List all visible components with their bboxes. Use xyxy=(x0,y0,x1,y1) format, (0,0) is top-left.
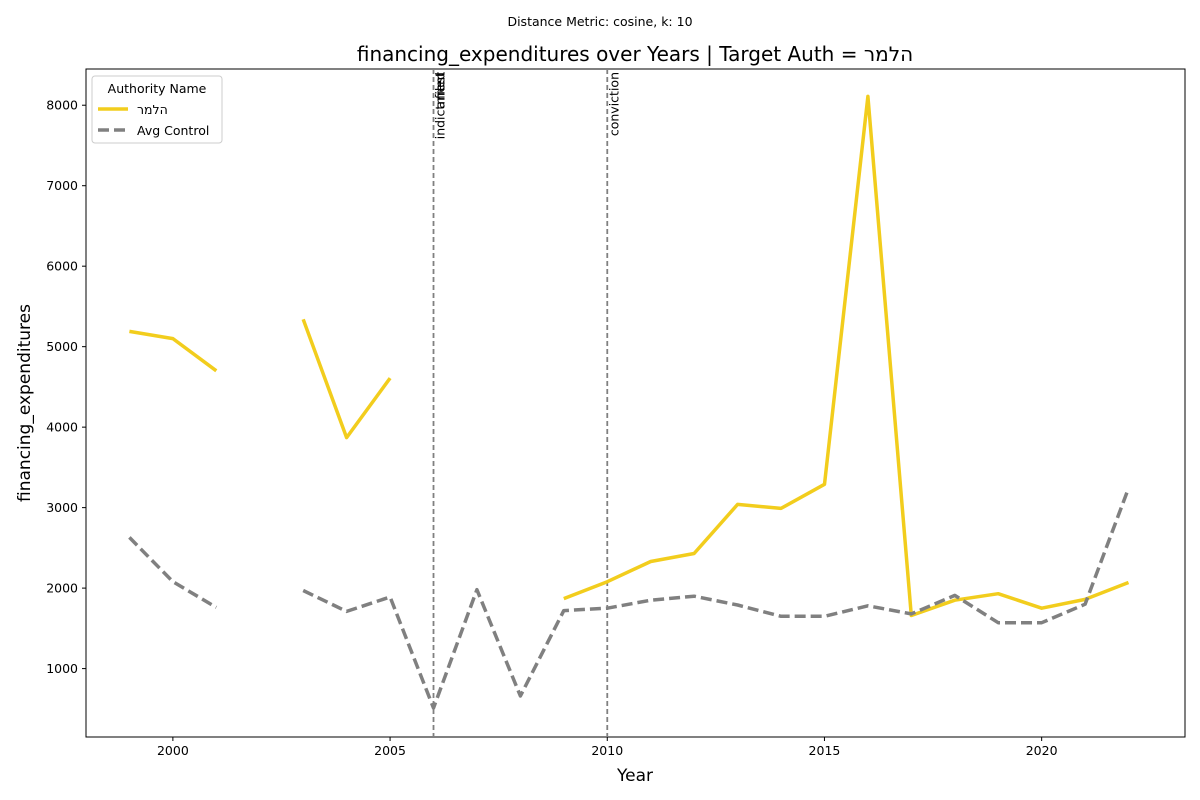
y-tick-label: 8000 xyxy=(46,98,78,113)
y-tick-label: 6000 xyxy=(46,259,78,274)
plot-frame xyxy=(85,68,1186,738)
event-label: arrest xyxy=(433,72,448,109)
y-tick-label: 4000 xyxy=(46,420,78,435)
y-tick-label: 3000 xyxy=(46,500,78,515)
x-tick-label: 2020 xyxy=(1026,743,1058,758)
event-label: conviction xyxy=(606,72,621,136)
series-line-target xyxy=(129,94,1130,618)
legend-entry-target: הלמר xyxy=(137,102,168,117)
x-tick-label: 2005 xyxy=(374,743,406,758)
y-tick-label: 5000 xyxy=(46,339,78,354)
x-axis-label: Year xyxy=(616,766,653,786)
series-line-avg-control xyxy=(128,487,1131,710)
legend-title: Authority Name xyxy=(108,81,207,96)
y-tick-label: 1000 xyxy=(46,661,78,676)
y-tick-label: 2000 xyxy=(46,581,78,596)
x-tick-label: 2010 xyxy=(591,743,623,758)
y-axis-label: financing_expenditures xyxy=(15,304,35,502)
legend-entry-avg-control: Avg Control xyxy=(137,123,209,138)
x-tick-label: 2015 xyxy=(809,743,841,758)
event-label: filed xyxy=(433,72,448,99)
chart-suptitle: Distance Metric: cosine, k: 10 xyxy=(507,14,692,29)
y-tick-label: 7000 xyxy=(46,178,78,193)
x-tick-label: 2000 xyxy=(157,743,189,758)
chart-title: financing_expenditures over Years | Targ… xyxy=(357,42,913,66)
plot-area: 2000 2005 2010 2015 2020 1000 2000 3000 4000 5000… xyxy=(46,68,1186,758)
legend-box xyxy=(91,75,223,144)
event-label: indictment xyxy=(433,72,448,139)
legend: Authority Name הלמר Avg Control xyxy=(91,75,223,144)
